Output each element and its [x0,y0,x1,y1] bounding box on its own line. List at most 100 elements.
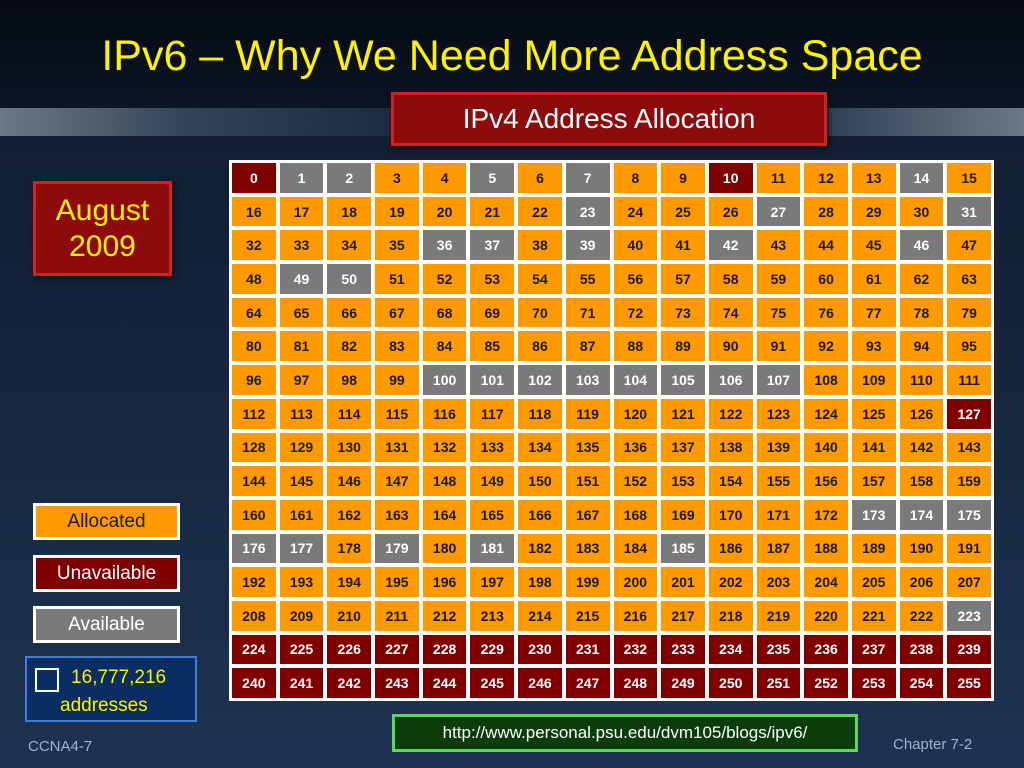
block-211-allocated: 211 [374,599,420,632]
block-121-allocated: 121 [660,397,706,430]
block-127-unavailable: 127 [946,397,992,430]
block-252-unavailable: 252 [803,667,849,699]
block-26-allocated: 26 [707,195,754,228]
block-187-allocated: 187 [755,532,802,565]
block-62-allocated: 62 [898,263,945,295]
block-129-allocated: 129 [278,431,325,464]
block-120-allocated: 120 [612,397,659,430]
block-196-allocated: 196 [421,566,468,598]
block-156-allocated: 156 [803,465,849,497]
block-118-allocated: 118 [517,397,563,430]
block-35-allocated: 35 [374,229,420,262]
block-253-unavailable: 253 [850,667,897,699]
block-12-allocated: 12 [803,162,849,194]
block-143-allocated: 143 [946,431,992,464]
block-93-allocated: 93 [850,330,897,363]
block-63-allocated: 63 [946,263,992,295]
block-43-allocated: 43 [755,229,802,262]
block-105-available: 105 [660,364,706,396]
block-34-allocated: 34 [326,229,373,262]
block-114-allocated: 114 [326,397,373,430]
block-132-allocated: 132 [421,431,468,464]
block-165-allocated: 165 [469,498,516,531]
block-21-allocated: 21 [469,195,516,228]
block-243-unavailable: 243 [374,667,420,699]
block-109-allocated: 109 [850,364,897,396]
block-90-allocated: 90 [707,330,754,363]
block-86-allocated: 86 [517,330,563,363]
block-89-allocated: 89 [660,330,706,363]
block-207-allocated: 207 [946,566,992,598]
block-158-allocated: 158 [898,465,945,497]
legend-unavailable: Unavailable [33,555,180,592]
block-96-allocated: 96 [231,364,277,396]
date-badge: August 2009 [33,181,172,276]
block-183-allocated: 183 [564,532,611,565]
block-20-allocated: 20 [421,195,468,228]
block-189-allocated: 189 [850,532,897,565]
block-10-unavailable: 10 [707,162,754,194]
block-113-allocated: 113 [278,397,325,430]
block-229-unavailable: 229 [469,633,516,666]
block-0-unavailable: 0 [231,162,277,194]
block-255-unavailable: 255 [946,667,992,699]
footer-course: CCNA4-7 [28,738,93,755]
block-138-allocated: 138 [707,431,754,464]
block-71-allocated: 71 [564,296,611,329]
block-66-allocated: 66 [326,296,373,329]
block-94-allocated: 94 [898,330,945,363]
block-122-allocated: 122 [707,397,754,430]
block-186-allocated: 186 [707,532,754,565]
block-222-allocated: 222 [898,599,945,632]
block-5-available: 5 [469,162,516,194]
source-url[interactable]: http://www.personal.psu.edu/dvm105/blogs… [392,714,858,752]
block-220-allocated: 220 [803,599,849,632]
block-95-allocated: 95 [946,330,992,363]
block-227-unavailable: 227 [374,633,420,666]
block-218-allocated: 218 [707,599,754,632]
block-100-available: 100 [421,364,468,396]
block-203-allocated: 203 [755,566,802,598]
block-123-allocated: 123 [755,397,802,430]
block-51-allocated: 51 [374,263,420,295]
block-214-allocated: 214 [517,599,563,632]
block-16-allocated: 16 [231,195,277,228]
legend-available: Available [33,606,180,643]
block-136-allocated: 136 [612,431,659,464]
block-104-available: 104 [612,364,659,396]
legend-allocated: Allocated [33,503,180,540]
block-67-allocated: 67 [374,296,420,329]
block-83-allocated: 83 [374,330,420,363]
block-3-allocated: 3 [374,162,420,194]
block-212-allocated: 212 [421,599,468,632]
block-180-allocated: 180 [421,532,468,565]
date-year: 2009 [69,230,136,263]
block-151-allocated: 151 [564,465,611,497]
block-70-allocated: 70 [517,296,563,329]
block-142-allocated: 142 [898,431,945,464]
block-201-allocated: 201 [660,566,706,598]
block-76-allocated: 76 [803,296,849,329]
block-191-allocated: 191 [946,532,992,565]
block-184-allocated: 184 [612,532,659,565]
block-18-allocated: 18 [326,195,373,228]
block-171-allocated: 171 [755,498,802,531]
block-173-available: 173 [850,498,897,531]
block-58-allocated: 58 [707,263,754,295]
block-36-available: 36 [421,229,468,262]
block-40-allocated: 40 [612,229,659,262]
block-231-unavailable: 231 [564,633,611,666]
block-19-allocated: 19 [374,195,420,228]
block-134-allocated: 134 [517,431,563,464]
block-49-available: 49 [278,263,325,295]
block-128-allocated: 128 [231,431,277,464]
block-87-allocated: 87 [564,330,611,363]
block-190-allocated: 190 [898,532,945,565]
block-182-allocated: 182 [517,532,563,565]
block-77-allocated: 77 [850,296,897,329]
block-33-allocated: 33 [278,229,325,262]
block-110-allocated: 110 [898,364,945,396]
block-192-allocated: 192 [231,566,277,598]
block-153-allocated: 153 [660,465,706,497]
block-210-allocated: 210 [326,599,373,632]
